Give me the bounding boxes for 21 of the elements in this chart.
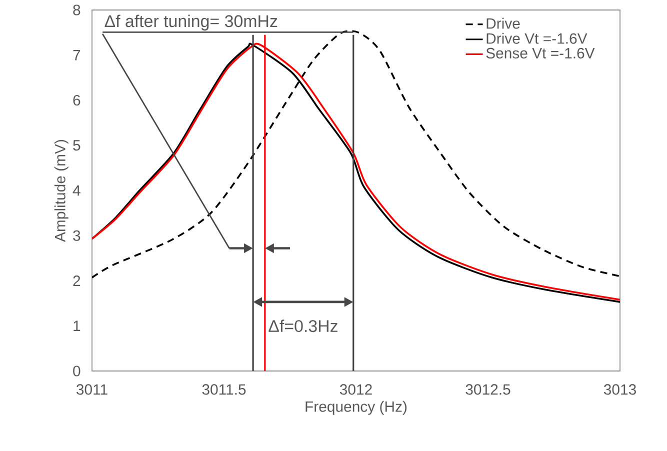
y-tick-label: 5: [73, 140, 80, 151]
legend-label: Sense Vt =-1.6V: [486, 48, 595, 58]
x-tick-label: 3011.5: [202, 384, 246, 395]
y-tick-label: 8: [73, 4, 80, 16]
x-tick-label: 3012: [340, 384, 372, 395]
y-tick-label: 3: [73, 230, 80, 241]
y-tick-label: 7: [73, 50, 80, 60]
x-tick-label: 3011: [76, 384, 108, 395]
annotation: Δf=0.3Hz: [268, 320, 338, 332]
y-tick-label: 0: [73, 366, 80, 376]
y-tick-label: 6: [73, 94, 80, 106]
y-tick-label: 1: [74, 320, 80, 332]
y-tick-label: 2: [73, 276, 80, 286]
legend-label: Drive Vt =-1.6V: [486, 32, 588, 44]
y-tick-label: 4: [72, 185, 80, 196]
legend-label: Drive: [486, 18, 520, 29]
annotation: Δf after tuning= 30mHz: [104, 14, 278, 31]
x-tick-label: 3013: [604, 384, 636, 395]
x-tick-label: 3012.5: [466, 384, 510, 395]
y-axis-title: Amplitude (mV): [54, 140, 68, 242]
x-axis-title: Frequency (Hz): [306, 400, 407, 415]
